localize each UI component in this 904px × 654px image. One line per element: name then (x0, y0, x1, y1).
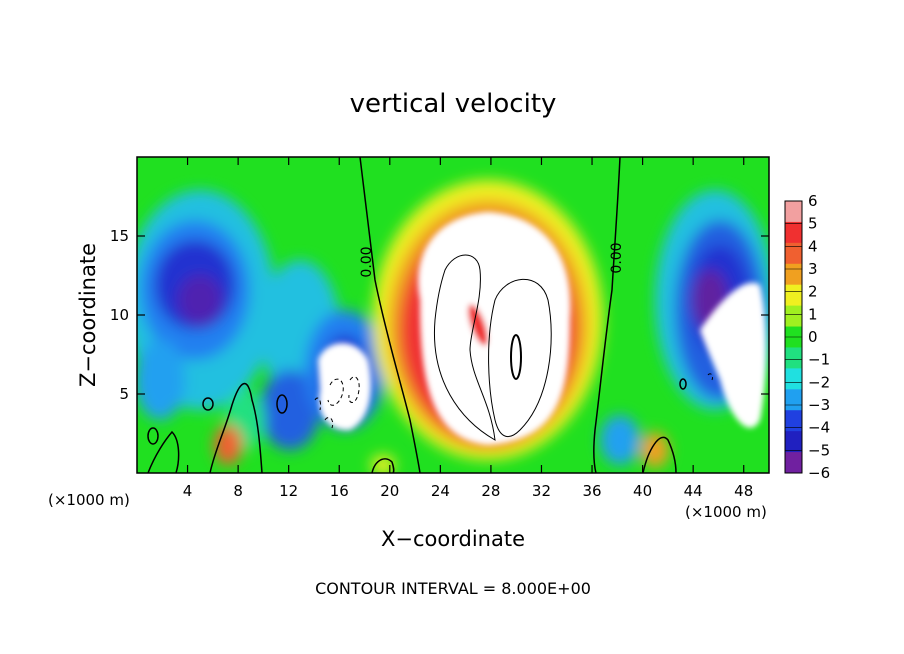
colorbar-label: −1 (808, 351, 830, 369)
zero-contour-central-left (359, 157, 421, 473)
colorbar-label: 3 (808, 260, 818, 278)
z-unit-label: (×1000 m) (48, 491, 130, 509)
colorbar-label: 4 (808, 237, 818, 255)
updraft-contour-core (510, 334, 522, 380)
x-tick-label: 36 (582, 482, 601, 500)
y-tick-label: 10 (110, 306, 129, 324)
x-tick-label: 16 (330, 482, 349, 500)
updraft-contour-right (488, 278, 552, 438)
colorbar-label: −2 (808, 373, 830, 391)
field-saturation (318, 212, 766, 445)
colorbar-swatch (785, 410, 802, 432)
zero-contour-loop-b (202, 397, 214, 411)
zero-contour-bump (371, 458, 395, 473)
contour-label-right: 0.00 (609, 242, 625, 273)
colorbar-swatch (785, 452, 802, 474)
colorbar-label: −4 (808, 419, 830, 437)
chart-title: vertical velocity (350, 89, 557, 119)
zero-contour-right-a (642, 436, 677, 473)
x-tick-label: 20 (380, 482, 399, 500)
contour-lines (147, 157, 687, 473)
colorbar-label: −5 (808, 441, 830, 459)
y-axis-label: Z−coordinate (76, 243, 100, 387)
colorbar-label: 6 (808, 192, 818, 210)
zero-contour-loop-d (679, 378, 687, 390)
colorbar-swatch (785, 201, 802, 223)
zero-contour-left-b (209, 383, 263, 473)
zero-contour-loop-c (276, 394, 288, 414)
x-axis: 4 8 12 16 20 24 28 32 36 40 44 48 (183, 157, 753, 500)
zero-contour-central-right (593, 157, 621, 473)
colorbar-swatch (785, 347, 802, 369)
colorbar-swatch (785, 284, 802, 307)
colorbar-swatch (785, 431, 802, 453)
colorbar-label: 2 (808, 283, 818, 301)
contour-label-left: 0.00 (359, 246, 375, 277)
colorbar-swatch (785, 242, 802, 265)
zero-contour-loop-a (147, 427, 159, 445)
dashed-contours (314, 373, 713, 429)
x-tick-label: 8 (233, 482, 243, 500)
colorbar-swatch (785, 368, 802, 390)
x-axis-label: X−coordinate (381, 527, 525, 551)
colorbar-swatch (785, 221, 802, 244)
x-tick-label: 40 (633, 482, 652, 500)
plot-area (137, 157, 769, 473)
x-tick-label: 32 (532, 482, 551, 500)
colorbar-swatch (785, 305, 802, 328)
updraft-contour-left (433, 254, 496, 441)
colorbar-label: 0 (808, 328, 818, 346)
colorbar-swatch (785, 389, 802, 411)
x-tick-label: 24 (431, 482, 450, 500)
colorbar-label: −6 (808, 464, 830, 482)
colorbar: 6 5 4 3 2 1 0 −1 −2 −3 −4 −5 −6 (784, 192, 830, 482)
updraft-contours (433, 254, 552, 441)
colorbar-label: 5 (808, 215, 818, 233)
x-tick-label: 12 (279, 482, 298, 500)
y-axis: 5 10 15 (110, 227, 769, 403)
colorbar-swatch (785, 263, 802, 286)
y-tick-label: 15 (110, 227, 129, 245)
x-tick-label: 44 (684, 482, 703, 500)
x-tick-label: 28 (481, 482, 500, 500)
colorbar-label: −3 (808, 396, 830, 414)
y-tick-label: 5 (119, 385, 129, 403)
x-tick-label: 48 (734, 482, 753, 500)
colorbar-label: 1 (808, 305, 818, 323)
x-unit-label: (×1000 m) (685, 503, 767, 521)
contour-interval-note: CONTOUR INTERVAL = 8.000E+00 (315, 579, 591, 598)
x-tick-label: 4 (183, 482, 193, 500)
zero-contour-left-a (147, 430, 180, 473)
